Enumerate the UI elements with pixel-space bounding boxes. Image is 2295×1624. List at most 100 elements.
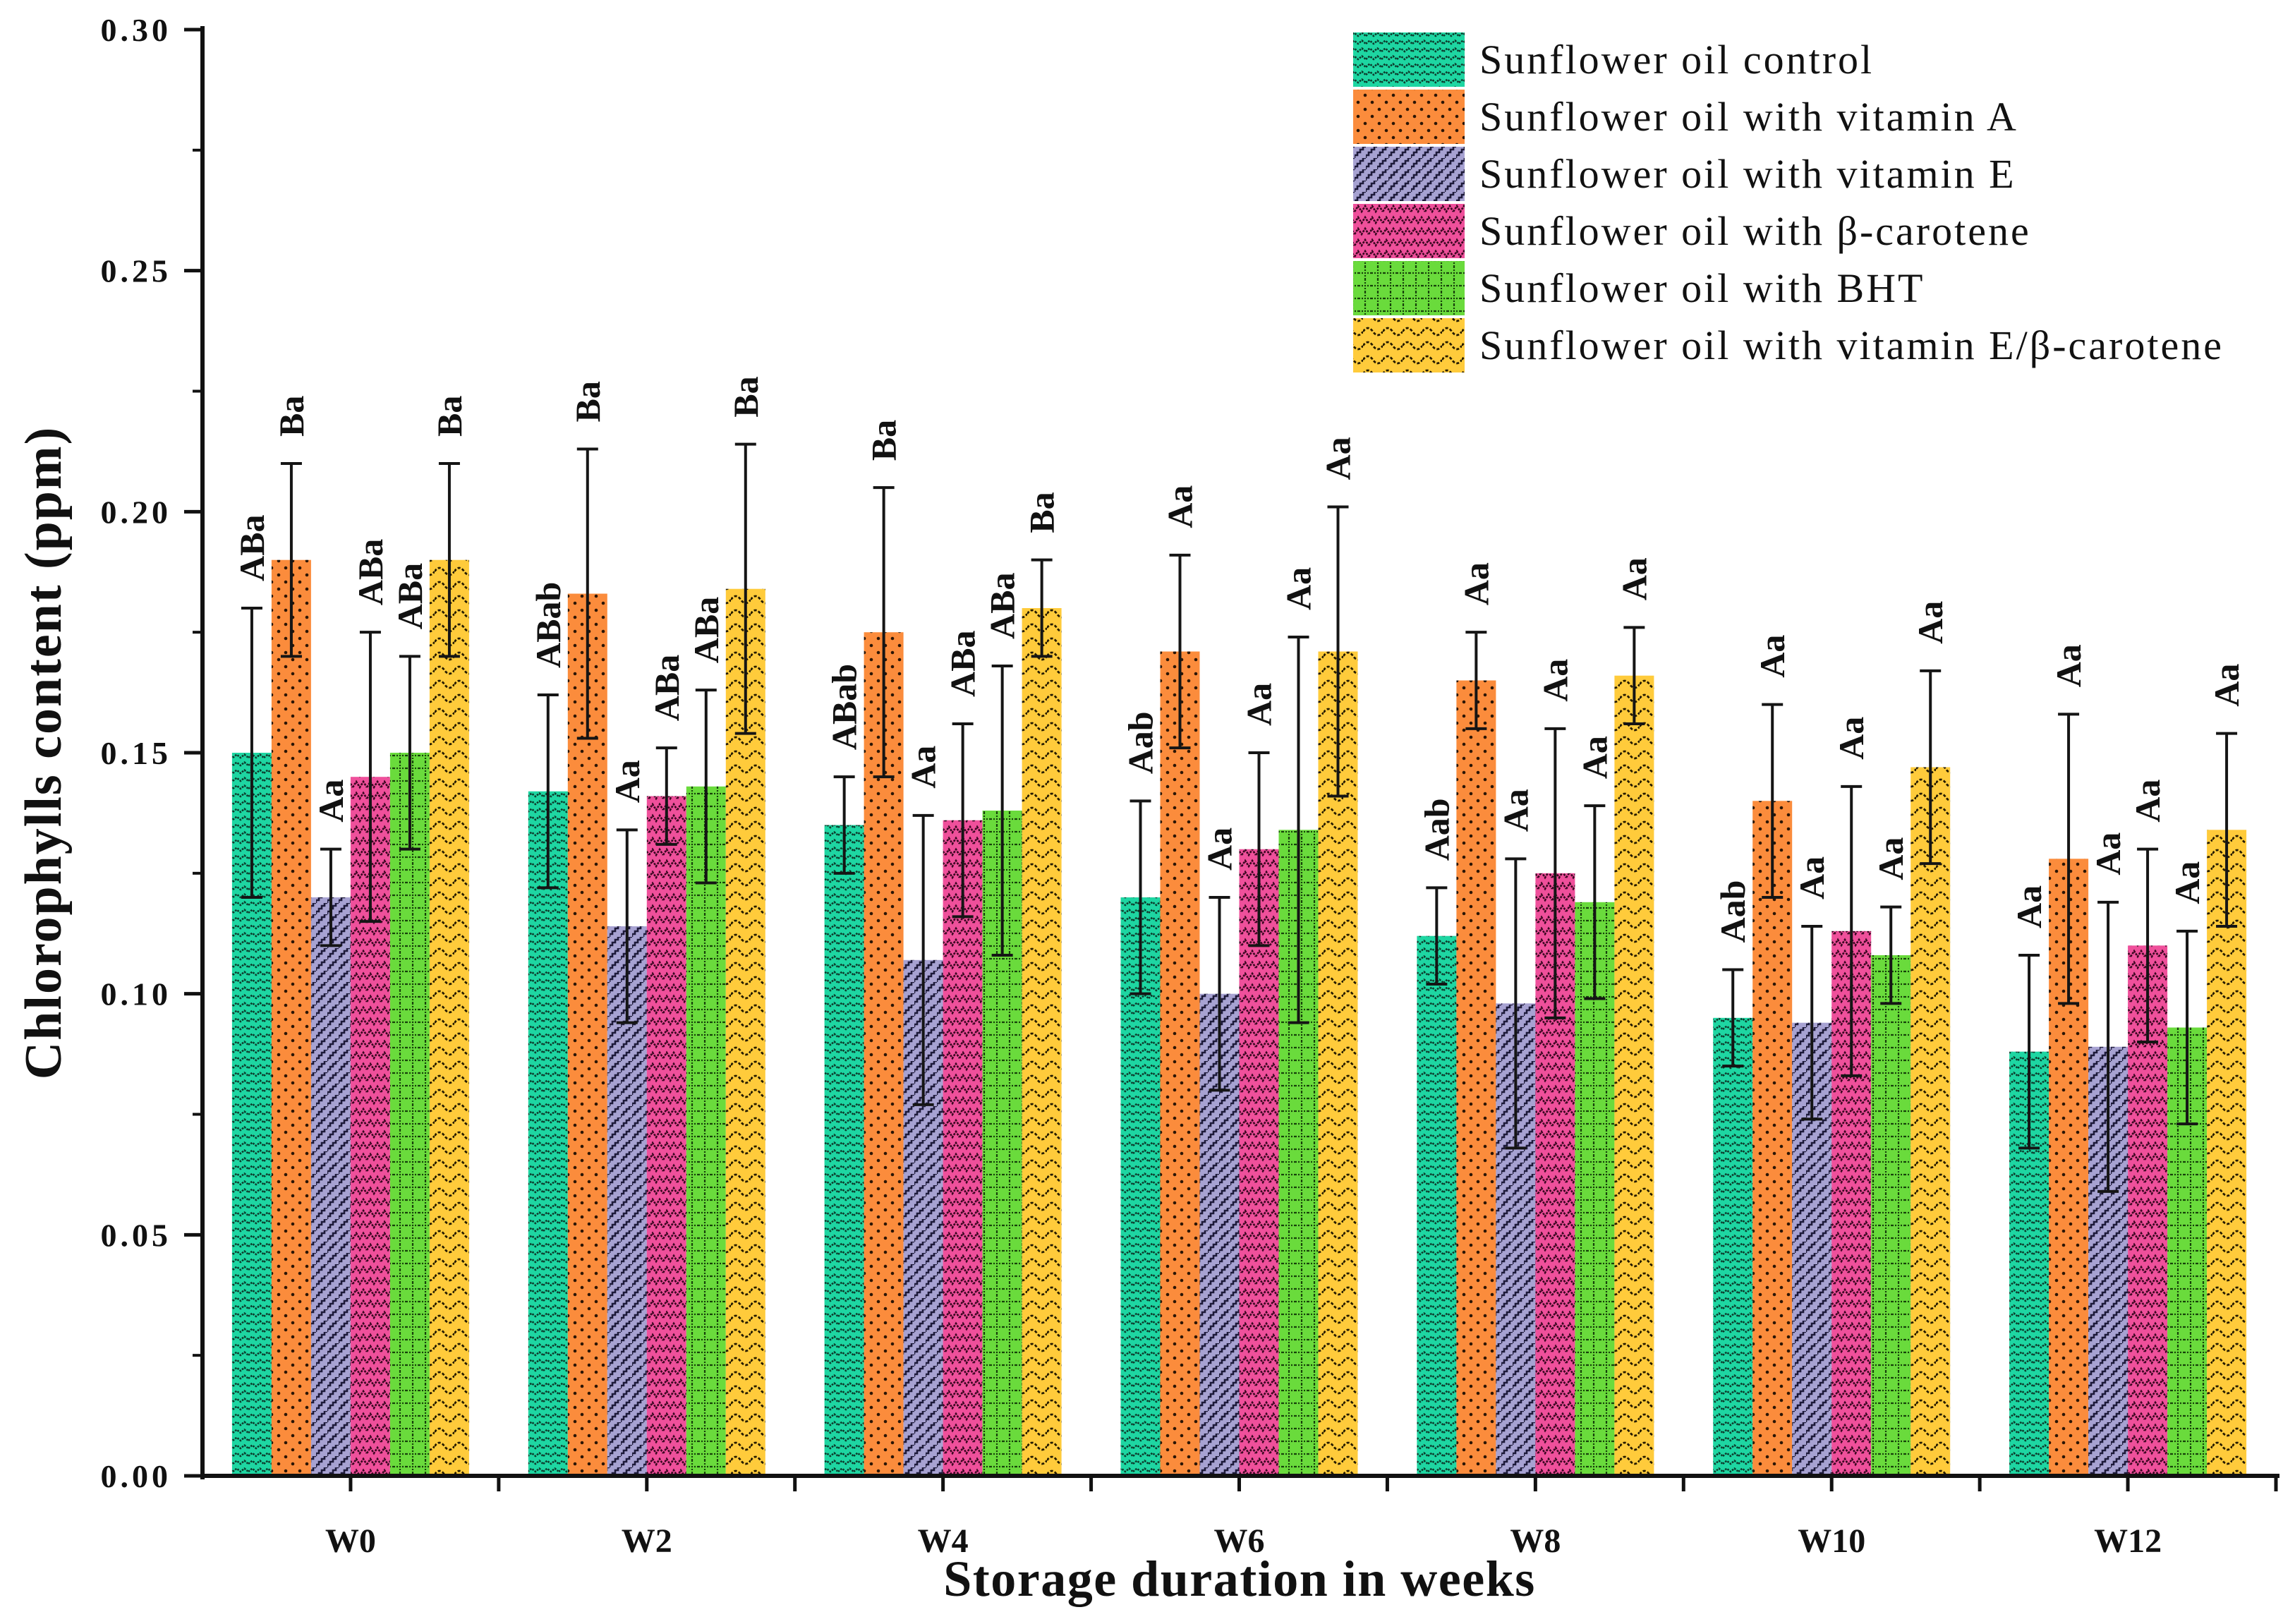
legend-label: Sunflower oil control: [1479, 37, 1874, 83]
error-bar-w2-series-2: [576, 447, 598, 740]
significance-label-w4-series-5: ABa: [983, 573, 1022, 639]
significance-label-w8-series-2: Aa: [1456, 562, 1496, 605]
significance-label-w12-series-1: Aa: [2009, 885, 2049, 928]
error-bar-w4-series-2: [873, 486, 895, 779]
bar-w12-series-6: [2207, 830, 2247, 1476]
legend-swatch: [1353, 261, 1465, 315]
legend-label: Sunflower oil with vitamin A: [1479, 94, 2018, 140]
x-tick-label-w4: W4: [918, 1522, 969, 1560]
y-tick-label: 0.20: [101, 494, 172, 530]
bar-w10-series-5: [1871, 955, 1911, 1476]
bar-w2-series-6: [725, 588, 765, 1477]
error-bar-w12-series-4: [2137, 847, 2159, 1043]
significance-label-w0-series-2: Ba: [272, 396, 311, 437]
bar-group-w0: [231, 559, 469, 1477]
bar-w0-series-2: [271, 559, 311, 1477]
error-bar-w0-series-4: [359, 631, 381, 923]
bar-w0-series-6: [429, 559, 469, 1477]
bar-w4-series-6: [1022, 608, 1062, 1476]
error-bar-w10-series-6: [1920, 669, 1942, 866]
error-bar-w10-series-1: [1722, 968, 1744, 1068]
significance-label-w8-series-3: Aa: [1496, 789, 1535, 832]
bar-w2-series-1: [528, 791, 568, 1476]
error-bar-w4-series-6: [1031, 558, 1053, 658]
bar-group-w8: [1417, 675, 1654, 1477]
error-bar-w12-series-3: [2097, 900, 2119, 1193]
bar-group-w2: [528, 588, 765, 1477]
legend-swatch: [1353, 204, 1465, 258]
error-bar-w6-series-6: [1327, 505, 1349, 798]
significance-label-w6-series-5: Aa: [1279, 567, 1319, 610]
x-tick-label-w2: W2: [622, 1522, 672, 1560]
significance-label-w10-series-2: Aa: [1752, 635, 1792, 678]
legend-label: Sunflower oil with vitamin E/β-carotene: [1479, 322, 2224, 368]
error-bar-w10-series-4: [1841, 784, 1863, 1077]
bar-w0-series-3: [310, 897, 351, 1476]
error-bar-w4-series-1: [833, 775, 855, 875]
significance-label-w10-series-5: Aa: [1871, 837, 1911, 880]
error-bar-w12-series-6: [2216, 732, 2238, 928]
error-bar-w12-series-5: [2176, 929, 2198, 1126]
significance-label-w8-series-1: Aab: [1417, 798, 1456, 861]
significance-label-w2-series-5: ABa: [686, 597, 726, 663]
error-bar-w0-series-3: [320, 847, 341, 947]
error-bar-w12-series-1: [2018, 954, 2040, 1150]
legend: Sunflower oil control Sunflower oil with …: [1353, 32, 2224, 372]
error-bar-w0-series-6: [438, 462, 460, 658]
significance-label-w2-series-6: Ba: [726, 376, 765, 417]
legend-swatch: [1353, 318, 1465, 372]
legend-label: Sunflower oil with vitamin E: [1479, 151, 2016, 197]
bar-group-w6: [1120, 651, 1358, 1476]
error-bar-w8-series-3: [1505, 857, 1527, 1150]
error-bar-w2-series-5: [695, 689, 717, 885]
legend-item-1: Sunflower oil control: [1353, 32, 1874, 87]
significance-label-w0-series-6: Ba: [430, 396, 469, 437]
significance-label-w6-series-4: Aa: [1240, 683, 1279, 726]
x-tick-label-w6: W6: [1214, 1522, 1265, 1560]
significance-label-w8-series-6: Aa: [1614, 557, 1654, 600]
error-bar-w2-series-1: [537, 693, 559, 890]
x-axis-title: Storage duration in weeks: [943, 1551, 1536, 1607]
significance-label-w12-series-4: Aa: [2128, 780, 2167, 823]
error-bar-w6-series-1: [1130, 799, 1151, 995]
bar-w10-series-1: [1713, 1017, 1753, 1476]
significance-label-w8-series-4: Aa: [1535, 659, 1575, 702]
y-tick-label: 0.00: [101, 1458, 172, 1494]
legend-swatch: [1353, 32, 1465, 87]
bar-w4-series-1: [824, 825, 864, 1476]
error-bar-w2-series-6: [734, 442, 756, 735]
x-tick-label-w8: W8: [1510, 1522, 1561, 1560]
error-bars-layer: [241, 442, 2238, 1193]
error-bar-w2-series-4: [655, 746, 677, 846]
significance-label-w2-series-1: ABab: [528, 582, 568, 668]
bar-group-w10: [1713, 767, 1951, 1476]
error-bar-w12-series-2: [2058, 713, 2080, 1005]
error-bar-w6-series-5: [1288, 636, 1309, 1024]
significance-label-w12-series-5: Aa: [2167, 861, 2207, 904]
error-bar-w8-series-4: [1544, 727, 1566, 1019]
significance-label-w8-series-5: Aa: [1575, 736, 1614, 779]
legend-item-2: Sunflower oil with vitamin A: [1353, 90, 2018, 144]
y-tick-label: 0.15: [101, 735, 172, 771]
x-tick-label-w10: W10: [1798, 1522, 1865, 1560]
error-bar-w0-series-1: [241, 607, 262, 899]
bar-w0-series-5: [389, 753, 430, 1476]
bar-w2-series-2: [567, 593, 607, 1476]
significance-label-w6-series-1: Aab: [1121, 711, 1161, 774]
significance-label-w4-series-2: Ba: [864, 420, 904, 461]
bar-w8-series-1: [1417, 935, 1457, 1476]
significance-label-w4-series-1: ABab: [825, 664, 864, 750]
legend-label: Sunflower oil with β-carotene: [1479, 208, 2031, 254]
legend-label: Sunflower oil with BHT: [1479, 265, 1925, 311]
significance-label-w12-series-6: Aa: [2207, 664, 2246, 707]
error-bar-w8-series-6: [1623, 626, 1645, 725]
error-bar-w10-series-2: [1762, 703, 1784, 899]
significance-label-w2-series-4: ABa: [647, 655, 686, 721]
bar-w6-series-4: [1239, 849, 1279, 1476]
legend-item-4: Sunflower oil with β-carotene: [1353, 204, 2031, 258]
x-tick-label-w0: W0: [325, 1522, 376, 1560]
y-tick-label: 0.30: [101, 12, 172, 48]
bar-w2-series-5: [686, 786, 726, 1476]
error-bar-w2-series-3: [616, 828, 638, 1024]
